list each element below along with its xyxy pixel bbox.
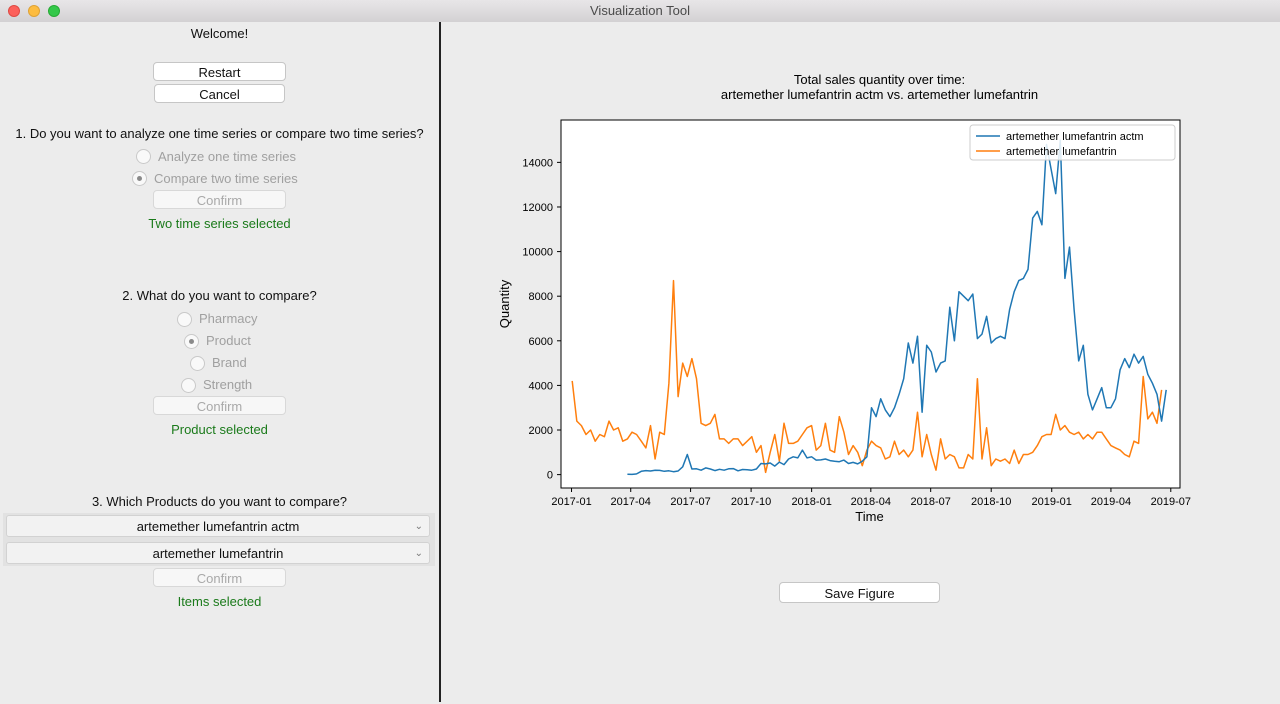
- confirm-button-3[interactable]: Confirm: [153, 568, 286, 587]
- x-tick-label: 2019-04: [1091, 496, 1131, 508]
- chart-title: artemether lumefantrin actm vs. artemeth…: [721, 87, 1038, 102]
- window-title: Visualization Tool: [590, 3, 690, 18]
- question-1: 1. Do you want to analyze one time serie…: [15, 126, 424, 141]
- y-tick-label: 6000: [529, 336, 553, 348]
- y-tick-label: 14000: [522, 157, 553, 169]
- x-tick-label: 2017-01: [551, 496, 591, 508]
- figure-panel: Total sales quantity over time: artemethe…: [441, 22, 1280, 702]
- radio-brand[interactable]: [190, 356, 205, 371]
- chart-title: Total sales quantity over time:: [794, 72, 965, 87]
- plot-area: [560, 119, 1181, 489]
- confirm-button-2[interactable]: Confirm: [153, 396, 286, 415]
- title-bar: Visualization Tool: [0, 0, 1280, 23]
- x-tick-label: 2018-04: [851, 496, 891, 508]
- close-window-button[interactable]: [8, 5, 20, 17]
- x-tick-label: 2018-07: [911, 496, 951, 508]
- maximize-window-button[interactable]: [48, 5, 60, 17]
- x-tick-label: 2019-01: [1032, 496, 1072, 508]
- radio-product-label: Product: [206, 333, 251, 348]
- status-1: Two time series selected: [148, 216, 291, 231]
- cancel-button[interactable]: Cancel: [154, 84, 285, 103]
- restart-button[interactable]: Restart: [153, 62, 286, 81]
- y-tick-label: 8000: [529, 291, 553, 303]
- minimize-window-button[interactable]: [28, 5, 40, 17]
- legend-label: artemether lumefantrin actm: [1006, 131, 1144, 143]
- radio-strength-label: Strength: [203, 377, 253, 392]
- product-select-1-value: artemether lumefantrin actm: [136, 519, 300, 534]
- y-tick-label: 4000: [529, 380, 553, 392]
- y-tick-label: 12000: [522, 202, 553, 214]
- save-figure-button[interactable]: Save Figure: [779, 582, 940, 603]
- confirm-button-1[interactable]: Confirm: [153, 190, 286, 209]
- y-tick-label: 10000: [522, 247, 553, 259]
- radio-pharmacy-label: Pharmacy: [199, 311, 258, 326]
- question-3: 3. Which Products do you want to compare…: [91, 494, 348, 509]
- radio-brand-label: Brand: [212, 355, 247, 370]
- y-tick-label: 2000: [529, 425, 553, 437]
- control-panel: Welcome! Restart Cancel 1. Do you want t…: [0, 22, 441, 702]
- radio-pharmacy[interactable]: [177, 312, 192, 327]
- welcome-text: Welcome!: [190, 26, 249, 41]
- status-2: Product selected: [171, 422, 268, 437]
- x-axis-label: Time: [855, 509, 883, 524]
- product-select-2-value: artemether lumefantrin: [152, 546, 284, 561]
- x-tick-label: 2017-04: [611, 496, 651, 508]
- question-2: 2. What do you want to compare?: [122, 288, 317, 303]
- sales-chart: Total sales quantity over time:artemethe…: [497, 72, 1191, 524]
- radio-compare-two[interactable]: [132, 171, 147, 186]
- product-select-2[interactable]: artemether lumefantrin ⌄: [6, 542, 430, 564]
- chevron-down-icon: ⌄: [414, 521, 423, 532]
- radio-compare-two-label: Compare two time series: [154, 171, 298, 186]
- x-tick-label: 2017-10: [731, 496, 771, 508]
- legend: [969, 124, 1176, 161]
- x-tick-label: 2017-07: [670, 496, 710, 508]
- x-tick-label: 2018-10: [971, 496, 1011, 508]
- y-tick-label: 0: [547, 470, 553, 482]
- y-axis-label: Quantity: [497, 279, 512, 328]
- chevron-down-icon: ⌄: [414, 548, 423, 559]
- radio-strength[interactable]: [181, 378, 196, 393]
- product-select-1[interactable]: artemether lumefantrin actm ⌄: [6, 515, 430, 537]
- radio-analyze-one[interactable]: [136, 149, 151, 164]
- legend-label: artemether lumefantrin: [1006, 146, 1117, 158]
- status-3: Items selected: [177, 594, 262, 609]
- radio-product[interactable]: [184, 334, 199, 349]
- x-tick-label: 2019-07: [1151, 496, 1191, 508]
- radio-analyze-one-label: Analyze one time series: [158, 149, 297, 164]
- series-line-1: [627, 139, 1167, 476]
- x-tick-label: 2018-01: [791, 496, 831, 508]
